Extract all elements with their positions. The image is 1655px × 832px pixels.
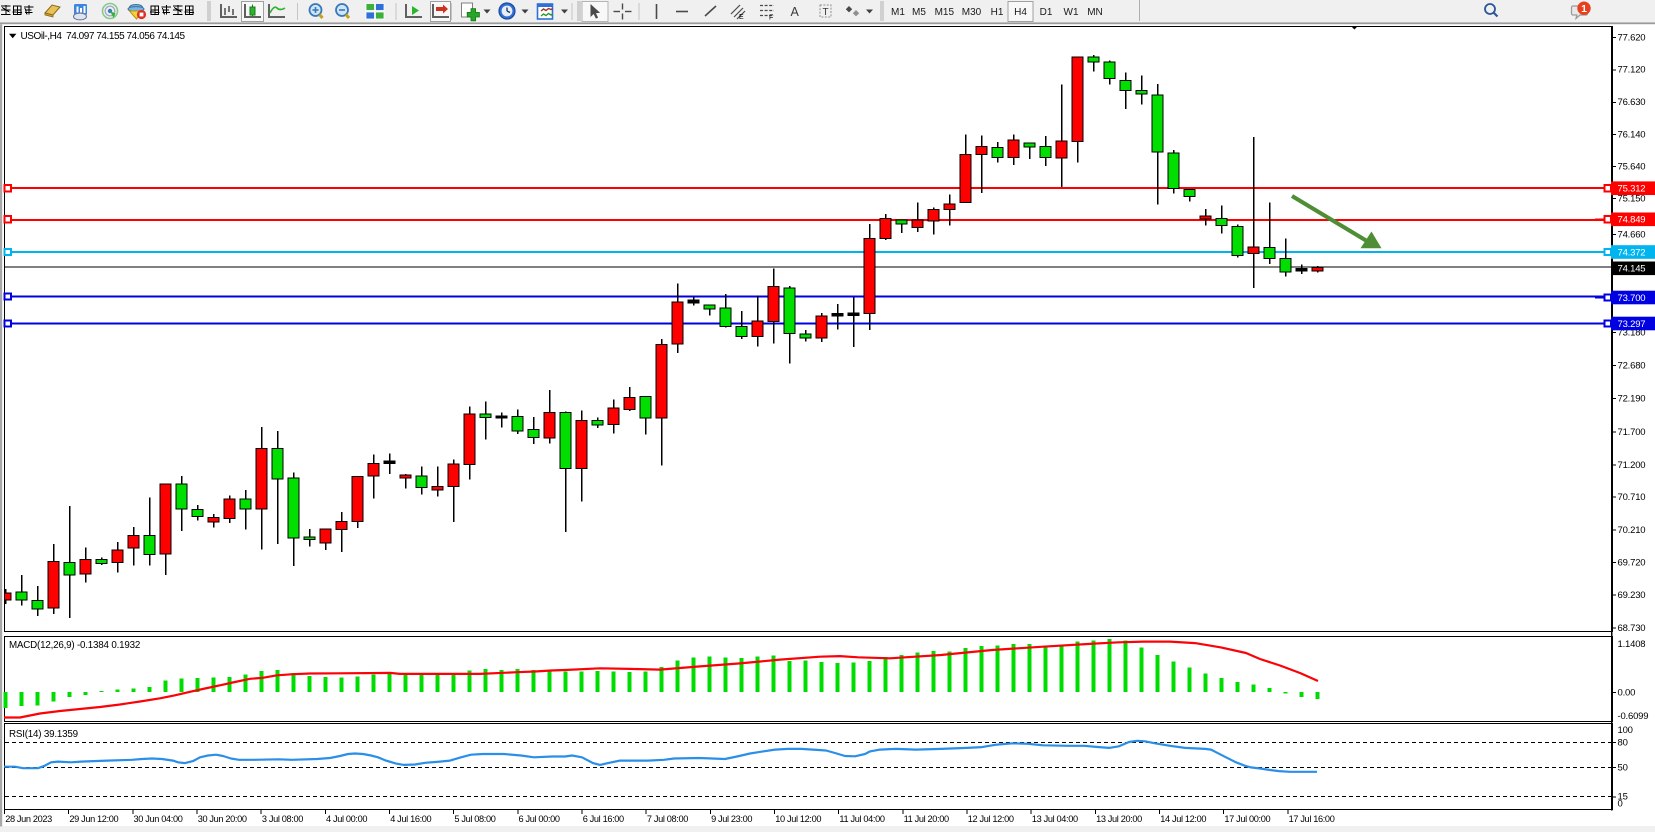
svg-text:80: 80 bbox=[1618, 737, 1628, 748]
svg-text:USOil-,H4 74.097 74.155 74.05: USOil-,H4 74.097 74.155 74.056 74.145 bbox=[21, 31, 186, 42]
svg-text:0: 0 bbox=[1618, 798, 1623, 809]
svg-text:30 Jun 04:00: 30 Jun 04:00 bbox=[134, 814, 183, 824]
svg-text:7 Jul 08:00: 7 Jul 08:00 bbox=[647, 814, 688, 824]
svg-text:13 Jul 04:00: 13 Jul 04:00 bbox=[1032, 814, 1078, 824]
svg-text:14 Jul 12:00: 14 Jul 12:00 bbox=[1160, 814, 1206, 824]
svg-text:76.140: 76.140 bbox=[1618, 130, 1646, 141]
svg-text:30 Jun 20:00: 30 Jun 20:00 bbox=[198, 814, 247, 824]
svg-text:73.700: 73.700 bbox=[1618, 293, 1646, 304]
svg-text:0.00: 0.00 bbox=[1618, 687, 1636, 698]
svg-text:13 Jul 20:00: 13 Jul 20:00 bbox=[1096, 814, 1142, 824]
svg-text:74.660: 74.660 bbox=[1618, 230, 1646, 241]
svg-text:15: 15 bbox=[1618, 792, 1628, 803]
svg-text:M1: M1 bbox=[891, 7, 905, 18]
svg-text:75.150: 75.150 bbox=[1618, 194, 1646, 205]
svg-text:D1: D1 bbox=[1040, 7, 1053, 18]
svg-text:73.180: 73.180 bbox=[1618, 327, 1646, 338]
svg-text:H1: H1 bbox=[991, 7, 1004, 18]
svg-text:MN: MN bbox=[1087, 7, 1103, 18]
svg-text:76.630: 76.630 bbox=[1618, 97, 1646, 108]
svg-text:29 Jun 12:00: 29 Jun 12:00 bbox=[69, 814, 118, 824]
svg-text:3 Jul 08:00: 3 Jul 08:00 bbox=[262, 814, 303, 824]
svg-text:72.190: 72.190 bbox=[1618, 394, 1646, 405]
svg-text:74.372: 74.372 bbox=[1618, 247, 1646, 258]
svg-text:68.730: 68.730 bbox=[1618, 623, 1646, 634]
svg-text:M30: M30 bbox=[962, 7, 982, 18]
svg-text:9 Jul 23:00: 9 Jul 23:00 bbox=[711, 814, 752, 824]
svg-text:M5: M5 bbox=[912, 7, 926, 18]
svg-text:1.1408: 1.1408 bbox=[1618, 639, 1646, 650]
svg-text:71.700: 71.700 bbox=[1618, 427, 1646, 438]
svg-text:H4: H4 bbox=[1014, 7, 1027, 18]
svg-text:M15: M15 bbox=[935, 7, 955, 18]
svg-text:72.680: 72.680 bbox=[1618, 361, 1646, 372]
svg-text:W1: W1 bbox=[1064, 7, 1079, 18]
svg-text:17 Jul 00:00: 17 Jul 00:00 bbox=[1224, 814, 1270, 824]
svg-text:71.200: 71.200 bbox=[1618, 460, 1646, 471]
svg-text:T: T bbox=[823, 7, 829, 18]
svg-text:74.849: 74.849 bbox=[1618, 215, 1646, 226]
svg-text:75.640: 75.640 bbox=[1618, 161, 1646, 172]
svg-text:-0.6099: -0.6099 bbox=[1618, 711, 1649, 722]
svg-text:17 Jul 16:00: 17 Jul 16:00 bbox=[1289, 814, 1335, 824]
svg-text:4 Jul 16:00: 4 Jul 16:00 bbox=[390, 814, 431, 824]
svg-text:5 Jul 08:00: 5 Jul 08:00 bbox=[454, 814, 495, 824]
svg-text:F: F bbox=[769, 15, 773, 22]
svg-text:RSI(14) 39.1359: RSI(14) 39.1359 bbox=[9, 729, 78, 740]
svg-text:6 Jul 16:00: 6 Jul 16:00 bbox=[583, 814, 624, 824]
svg-text:11 Jul 20:00: 11 Jul 20:00 bbox=[904, 814, 949, 824]
svg-text:1: 1 bbox=[1581, 3, 1587, 15]
svg-text:28 Jun 2023: 28 Jun 2023 bbox=[5, 814, 52, 824]
svg-text:11 Jul 04:00: 11 Jul 04:00 bbox=[839, 814, 884, 824]
svg-text:6 Jul 00:00: 6 Jul 00:00 bbox=[519, 814, 560, 824]
svg-text:69.230: 69.230 bbox=[1618, 590, 1646, 601]
svg-text:75.312: 75.312 bbox=[1618, 184, 1646, 195]
svg-text:MACD(12,26,9) -0.1384 0.1932: MACD(12,26,9) -0.1384 0.1932 bbox=[9, 640, 140, 651]
svg-text:70.710: 70.710 bbox=[1618, 492, 1646, 503]
svg-text:77.120: 77.120 bbox=[1618, 65, 1646, 76]
svg-text:10 Jul 12:00: 10 Jul 12:00 bbox=[775, 814, 821, 824]
svg-text:100: 100 bbox=[1618, 725, 1633, 736]
svg-text:70.210: 70.210 bbox=[1618, 525, 1646, 536]
svg-text:74.145: 74.145 bbox=[1618, 264, 1646, 275]
svg-text:E: E bbox=[739, 14, 744, 21]
svg-text:69.720: 69.720 bbox=[1618, 558, 1646, 569]
svg-text:50: 50 bbox=[1618, 762, 1628, 773]
svg-text:A: A bbox=[791, 5, 800, 19]
svg-text:12 Jul 12:00: 12 Jul 12:00 bbox=[968, 814, 1014, 824]
svg-text:73.297: 73.297 bbox=[1618, 319, 1646, 330]
svg-text:4 Jul 00:00: 4 Jul 00:00 bbox=[326, 814, 367, 824]
svg-text:77.620: 77.620 bbox=[1618, 32, 1646, 43]
